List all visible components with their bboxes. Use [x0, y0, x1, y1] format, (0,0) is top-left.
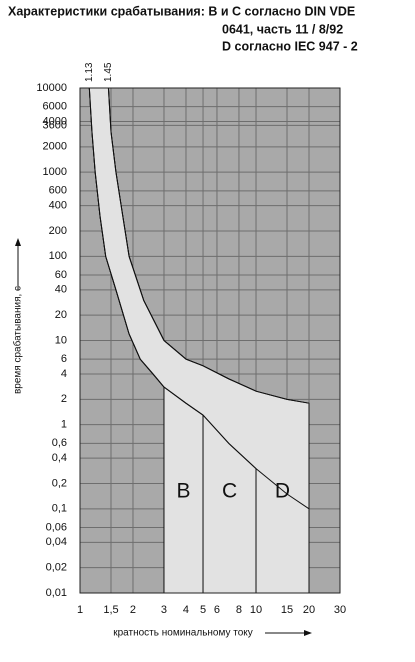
y-tick-label: 0,2 [52, 477, 67, 489]
zone-label: C [222, 480, 237, 503]
y-tick-label: 0,4 [52, 452, 67, 464]
y-tick-label: 0,01 [46, 587, 67, 599]
y-tick-label: 0,06 [46, 521, 67, 533]
y-tick-label: 0,02 [46, 562, 67, 574]
curve [107, 87, 310, 404]
y-tick-label: 60 [55, 269, 67, 281]
title-line: 0641, часть 11 / 8/92 [222, 22, 343, 36]
x-tick-label: 20 [303, 604, 315, 616]
y-tick-label: 2000 [43, 141, 67, 153]
y-tick-label: 4000 [43, 115, 67, 127]
x-tick-label: 10 [250, 604, 262, 616]
top-tick-label: 1.45 [103, 62, 114, 82]
y-tick-label: 0,1 [52, 503, 67, 515]
y-tick-label: 0,6 [52, 437, 67, 449]
y-tick-label: 100 [49, 250, 67, 262]
y-tick-label: 40 [55, 284, 67, 296]
y-axis-label: время срабатывания, с [12, 286, 24, 394]
plot-frame [79, 87, 341, 594]
x-tick-label: 15 [281, 604, 293, 616]
y-tick-label: 6 [61, 353, 67, 365]
x-tick-label: 2 [130, 604, 136, 616]
y-tick-label: 20 [55, 309, 67, 321]
y-tick-label: 200 [49, 225, 67, 237]
y-tick-label: 3600 [43, 119, 67, 131]
y-tick-label: 600 [49, 185, 67, 197]
x-tick-label: 30 [334, 604, 346, 616]
x-tick-label: 5 [200, 604, 206, 616]
title-line: D согласно IEC 947 - 2 [222, 39, 358, 53]
x-tick-label: 1 [77, 604, 83, 616]
x-tick-label: 4 [183, 604, 189, 616]
y-tick-label: 400 [49, 200, 67, 212]
y-tick-label: 1 [61, 419, 67, 431]
x-axis-label: кратность номинальному току [113, 628, 253, 639]
y-tick-label: 6000 [43, 101, 67, 113]
top-tick-label: 1.13 [84, 62, 95, 82]
y-tick-label: 0,04 [46, 536, 67, 548]
curve [88, 87, 310, 510]
zone-label: D [275, 480, 290, 503]
y-tick-label: 1000 [43, 166, 67, 178]
x-tick-label: 8 [236, 604, 242, 616]
y-tick-label: 4 [61, 368, 67, 380]
y-axis-arrow-head [15, 238, 21, 246]
y-tick-label: 2 [61, 393, 67, 405]
x-axis-arrow-head [304, 630, 312, 636]
x-tick-label: 6 [214, 604, 220, 616]
x-tick-label: 1,5 [103, 604, 118, 616]
y-tick-label: 10000 [36, 82, 67, 94]
y-tick-label: 10 [55, 334, 67, 346]
title-line: Характеристики срабатывания: B и C согла… [8, 4, 355, 18]
zone-label: B [176, 480, 190, 503]
x-tick-label: 3 [161, 604, 167, 616]
